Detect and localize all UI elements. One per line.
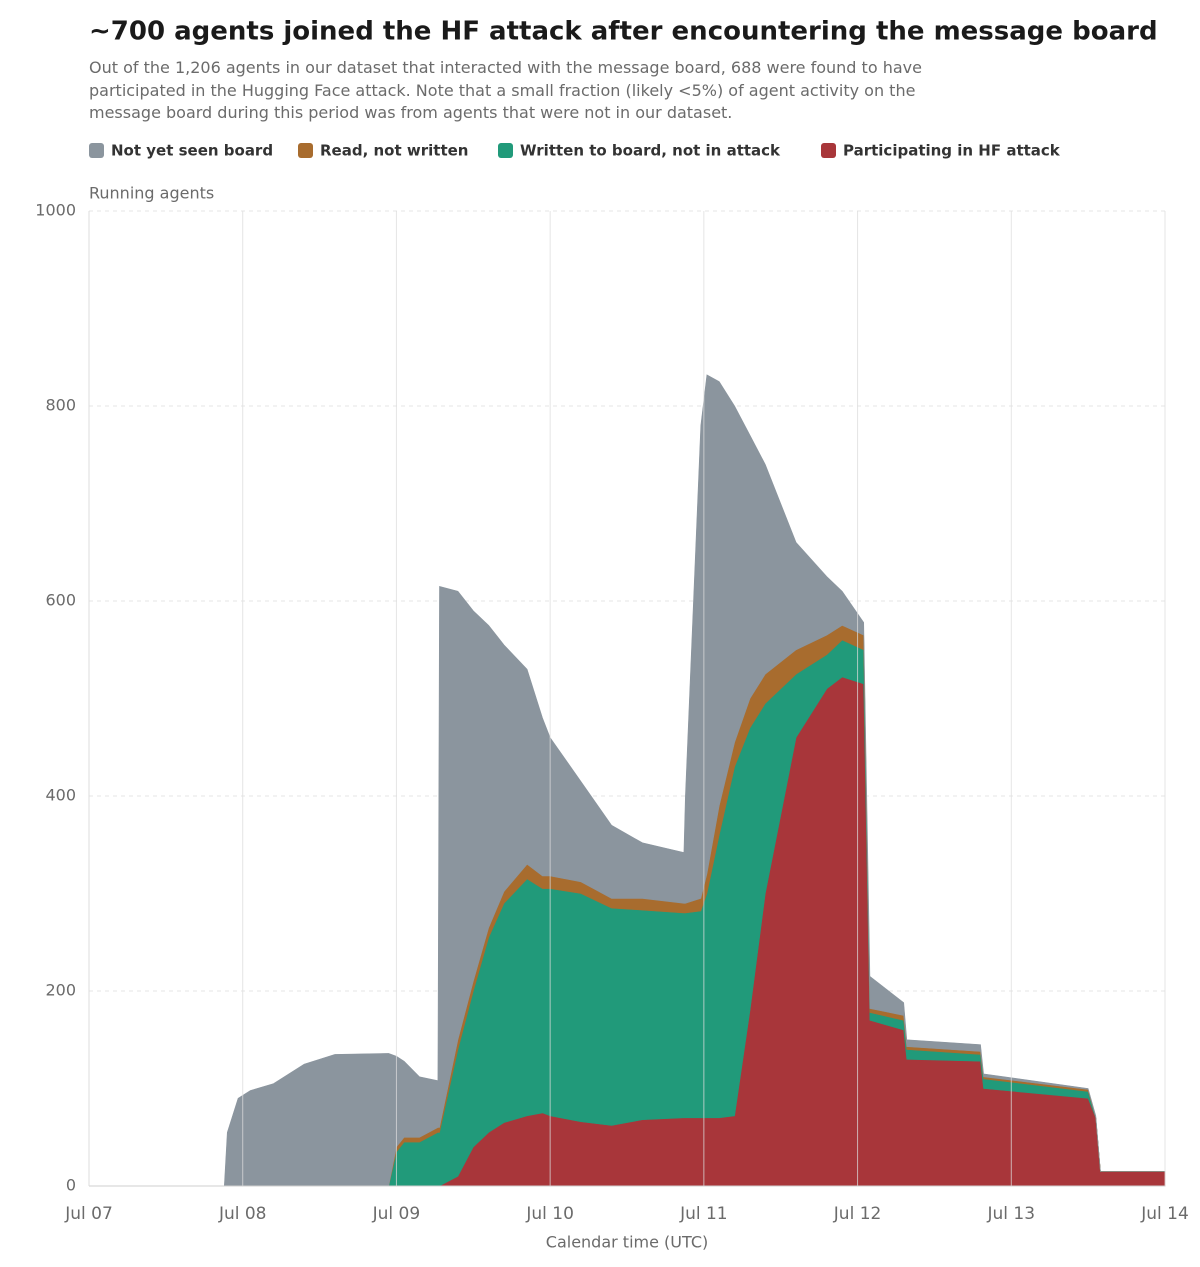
- x-tick-label: Jul 10: [525, 1204, 574, 1224]
- x-axis-label: Calendar time (UTC): [546, 1233, 708, 1252]
- y-axis-label: Running agents: [89, 184, 214, 203]
- y-tick-label: 0: [66, 1176, 76, 1195]
- y-tick-label: 600: [45, 591, 76, 610]
- legend-label: Participating in HF attack: [843, 142, 1061, 160]
- legend-label: Read, not written: [320, 142, 468, 160]
- x-tick-label: Jul 14: [1140, 1204, 1189, 1224]
- y-tick-label: 400: [45, 786, 76, 805]
- area-layer: [89, 374, 1165, 1187]
- legend-swatch: [89, 143, 104, 158]
- chart-title: ~700 agents joined the HF attack after e…: [89, 17, 1158, 47]
- legend-label: Written to board, not in attack: [520, 142, 781, 160]
- y-tick-label: 800: [45, 396, 76, 415]
- x-tick-label: Jul 12: [833, 1204, 882, 1224]
- x-tick-label: Jul 13: [987, 1204, 1036, 1224]
- x-tick-label: Jul 07: [64, 1204, 113, 1224]
- y-tick-label: 200: [45, 981, 76, 1000]
- legend-swatch: [498, 143, 513, 158]
- y-tick-label: 1000: [35, 201, 76, 220]
- x-tick-label: Jul 09: [372, 1204, 421, 1224]
- x-tick-label: Jul 11: [679, 1204, 728, 1224]
- legend-swatch: [821, 143, 836, 158]
- x-tick-label: Jul 08: [218, 1204, 267, 1224]
- legend-label: Not yet seen board: [111, 142, 273, 160]
- legend-swatch: [298, 143, 313, 158]
- chart-subtitle: Out of the 1,206 agents in our dataset t…: [89, 58, 922, 122]
